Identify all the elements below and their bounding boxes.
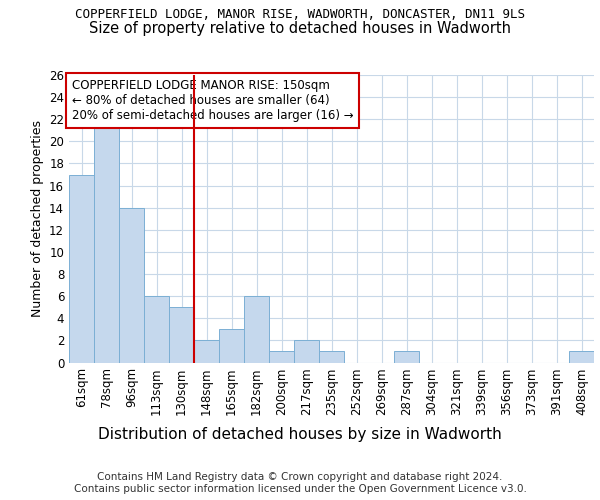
- Text: Distribution of detached houses by size in Wadworth: Distribution of detached houses by size …: [98, 428, 502, 442]
- Text: COPPERFIELD LODGE, MANOR RISE, WADWORTH, DONCASTER, DN11 9LS: COPPERFIELD LODGE, MANOR RISE, WADWORTH,…: [75, 8, 525, 20]
- Y-axis label: Number of detached properties: Number of detached properties: [31, 120, 44, 318]
- Text: Size of property relative to detached houses in Wadworth: Size of property relative to detached ho…: [89, 22, 511, 36]
- Bar: [294, 340, 319, 362]
- Bar: [194, 340, 219, 362]
- Bar: [69, 174, 94, 362]
- Bar: [269, 352, 294, 362]
- Bar: [94, 119, 119, 362]
- Bar: [394, 352, 419, 362]
- Bar: [319, 352, 344, 362]
- Bar: [169, 307, 194, 362]
- Text: COPPERFIELD LODGE MANOR RISE: 150sqm
← 80% of detached houses are smaller (64)
2: COPPERFIELD LODGE MANOR RISE: 150sqm ← 8…: [71, 80, 353, 122]
- Bar: [569, 352, 594, 362]
- Bar: [144, 296, 169, 362]
- Text: Contains HM Land Registry data © Crown copyright and database right 2024.
Contai: Contains HM Land Registry data © Crown c…: [74, 472, 526, 494]
- Bar: [119, 208, 144, 362]
- Bar: [244, 296, 269, 362]
- Bar: [219, 330, 244, 362]
